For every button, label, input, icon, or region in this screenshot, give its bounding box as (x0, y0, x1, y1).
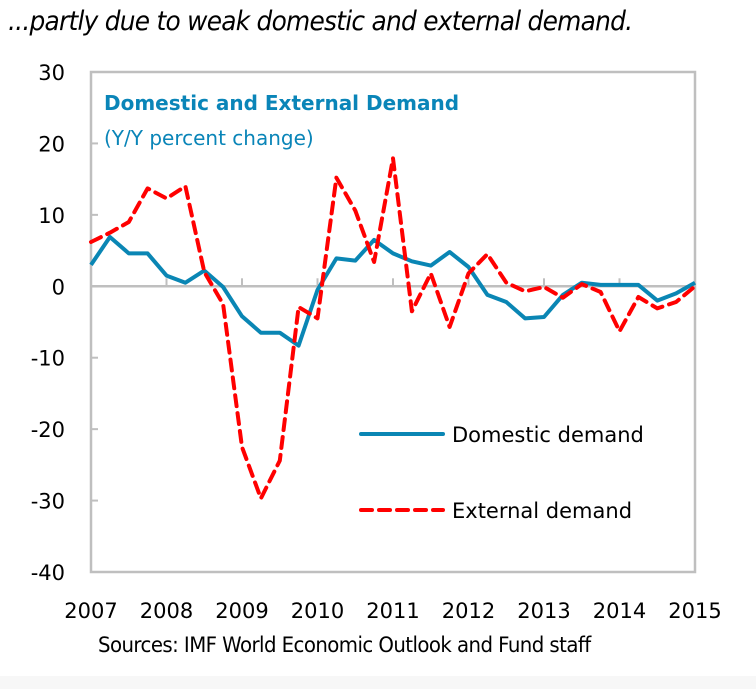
x-tick-label: 2009 (215, 599, 268, 623)
x-tick-label: 2015 (668, 599, 721, 623)
headline: ...partly due to weak domestic and exter… (8, 6, 633, 37)
y-tick-label: 10 (38, 204, 65, 228)
x-tick-label: 2011 (366, 599, 419, 623)
domestic-demand-line (89, 235, 696, 348)
x-tick-label: 2007 (64, 599, 117, 623)
chart-subtitle: (Y/Y percent change) (104, 126, 314, 150)
x-tick-label: 2008 (140, 599, 193, 623)
chart-title: Domestic and External Demand (104, 91, 459, 115)
series-group (89, 156, 697, 501)
source-note: Sources: IMF World Economic Outlook and … (98, 633, 591, 657)
y-tick-label: 30 (38, 61, 65, 85)
bottom-bar (0, 676, 756, 689)
x-tick-label: 2014 (593, 599, 646, 623)
external-demand-line (89, 156, 697, 501)
legend-domestic-label: Domestic demand (452, 423, 644, 447)
y-tick-label: 0 (52, 275, 65, 299)
y-tick-label: -10 (31, 347, 65, 371)
plot-frame (89, 70, 697, 574)
x-axis-labels: 2007 2008 2009 2010 2011 2012 2013 2014 2015 (64, 599, 721, 623)
y-tick-label: -30 (31, 490, 65, 514)
plot-area (89, 70, 697, 574)
legend-external-label: External demand (452, 499, 632, 523)
y-tick-label: -20 (31, 418, 65, 442)
x-tick-label: 2012 (442, 599, 495, 623)
x-tick-label: 2013 (517, 599, 570, 623)
y-tick-label: -40 (31, 561, 65, 585)
x-tick-label: 2010 (291, 599, 344, 623)
y-axis-labels: 30 20 10 0 -10 -20 -30 -40 (31, 61, 65, 585)
y-tick-label: 20 (38, 132, 65, 156)
legend: Domestic demand External demand (359, 423, 644, 523)
